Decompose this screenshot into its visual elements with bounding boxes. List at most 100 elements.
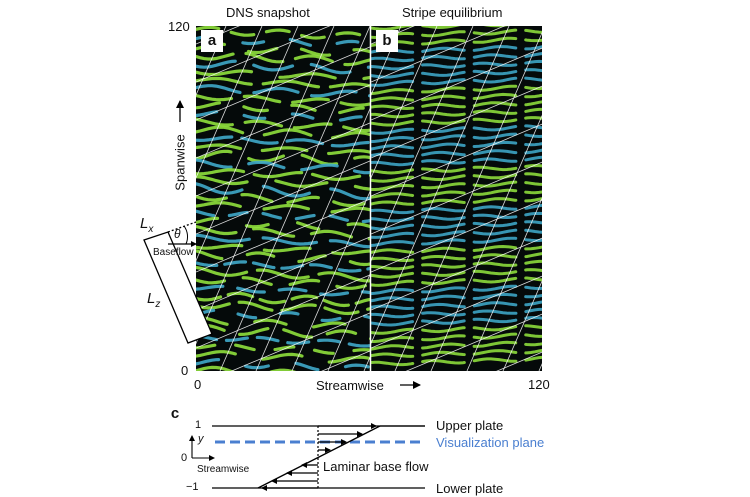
panel-a-streak — [196, 158, 370, 175]
panel-a-streak — [196, 260, 370, 273]
panel-a-streak — [196, 26, 370, 40]
lz-subscript: z — [155, 299, 161, 310]
panel-a-streak — [196, 125, 370, 140]
grid-line — [371, 26, 438, 179]
lower-plate-label: Lower plate — [436, 481, 504, 496]
theta-reference-line — [167, 221, 197, 233]
grid-line — [371, 161, 542, 235]
panel-b-streak — [371, 340, 542, 351]
panel-b-streak — [371, 244, 542, 254]
grid-line — [502, 280, 542, 371]
lx-subscript: x — [148, 224, 154, 235]
grid-line — [196, 274, 370, 349]
grid-line — [196, 84, 370, 159]
panel-a-streak — [196, 42, 370, 57]
profile-tick-top: 1 — [195, 419, 202, 431]
panel-a-title: DNS snapshot — [226, 5, 310, 20]
grid-line — [371, 26, 474, 262]
grid-line — [466, 197, 542, 371]
panel-b-streak — [371, 236, 542, 247]
panel-b-streak — [371, 315, 542, 327]
panel-b-streak — [371, 300, 542, 311]
panel-a-streak — [196, 276, 370, 290]
grid-line — [371, 85, 542, 159]
panel-b-streak — [371, 92, 542, 103]
panel-a-streak — [196, 308, 370, 323]
panel-a-grid — [196, 26, 370, 371]
upper-plate-label: Upper plate — [436, 418, 504, 433]
panel-b-streak — [371, 180, 542, 191]
grid-line — [371, 199, 542, 273]
grid-line — [230, 312, 370, 371]
panel-a-streak — [196, 59, 370, 75]
panel-b-streak — [371, 211, 542, 223]
panel-b-streak — [371, 307, 542, 319]
panel-a-streak — [196, 109, 370, 123]
profile-streamwise-label: Streamwise — [197, 464, 250, 475]
panel-c-letter: c — [168, 406, 182, 422]
grid-line — [371, 26, 415, 45]
visualization-plane-label: Visualization plane — [436, 435, 545, 450]
grid-line — [321, 350, 370, 371]
panel-b-streak — [371, 276, 542, 287]
grid-line — [394, 31, 542, 371]
theta-arc — [183, 225, 189, 245]
panel-a-streak — [196, 117, 370, 133]
panel-b-streak — [371, 324, 542, 335]
lx-letter: L — [140, 215, 149, 232]
theta-label: θ — [174, 227, 181, 241]
panel-a-letter: a — [201, 30, 223, 52]
panel-b-streak — [371, 68, 542, 79]
panel-a-streak — [196, 350, 370, 364]
panel-a-streak — [196, 34, 370, 48]
panel-b-streak — [371, 45, 542, 54]
grid-line — [196, 198, 370, 273]
panel-a-streak — [196, 69, 370, 82]
grid-line — [430, 114, 542, 371]
grid-line — [219, 26, 370, 371]
panel-b-streak — [371, 348, 542, 358]
y-tick-min: 0 — [181, 363, 189, 378]
panel-a-streak — [196, 84, 370, 98]
panel-a-streak — [196, 365, 297, 371]
lx-label: Lx — [140, 216, 153, 235]
panel-b-streak — [371, 59, 542, 71]
panel-b-streak — [371, 84, 542, 96]
grid-line — [291, 190, 370, 371]
x-tick-max: 120 — [528, 377, 550, 392]
panel-a-streak — [196, 168, 370, 182]
grid-line — [196, 26, 331, 83]
profile-tick-mid: 0 — [181, 452, 188, 464]
grid-line — [196, 26, 335, 345]
panel-b-streak — [371, 36, 542, 47]
grid-line — [196, 236, 370, 311]
panel-b-streak — [371, 107, 542, 119]
panel-a-streak — [196, 149, 370, 166]
panel-b-streak — [371, 284, 542, 296]
panel-b-streak — [371, 203, 542, 215]
profile-sketch — [189, 423, 425, 491]
panel-a-streak — [196, 291, 370, 308]
panel-a-streak — [196, 76, 370, 89]
grid-line — [327, 273, 370, 371]
grid-line — [371, 26, 402, 97]
panel-a-streak — [196, 300, 370, 316]
laminar-base-flow-label: Laminar base flow — [323, 459, 429, 474]
panel-b-streak — [371, 259, 542, 271]
grid-line — [371, 237, 542, 311]
panel-b-streak — [371, 148, 542, 158]
panel-b-streak — [371, 197, 542, 206]
panel-b-streak — [371, 172, 542, 183]
panel-a-streak — [196, 135, 370, 148]
grid-line — [196, 122, 370, 197]
panel-a-streak — [196, 93, 370, 107]
panel-b-title: Stripe equilibrium — [402, 5, 503, 20]
panel-b-grid — [371, 26, 542, 371]
panel-b-streak — [371, 132, 542, 144]
profile-y-label: y — [198, 433, 204, 445]
panel-a-streak — [196, 323, 370, 341]
grid-line — [371, 123, 542, 197]
grid-line — [255, 107, 370, 371]
grid-line — [496, 351, 542, 371]
